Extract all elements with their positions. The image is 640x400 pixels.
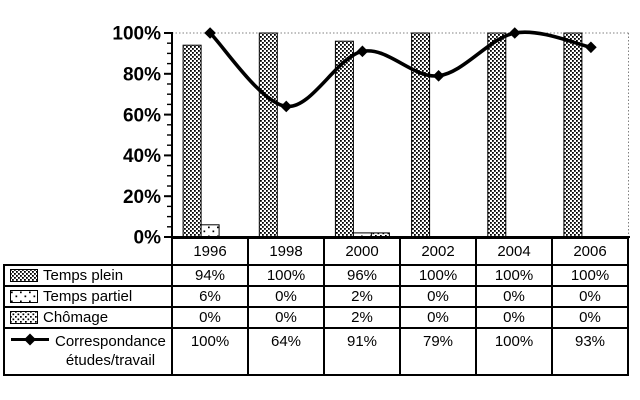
diamond-marker-1996 [204, 27, 216, 39]
y-axis-labels: 0% 20% 40% 60% 80% 100% [112, 24, 161, 249]
bar-series [182, 32, 583, 238]
legend-label: Correspondance études/travail [55, 333, 166, 369]
diamond-marker-2002 [432, 70, 445, 82]
table-row: Correspondance études/travail 100% 64% 91% 79… [3, 327, 629, 376]
legend-swatch-dense-dots-icon [10, 269, 38, 282]
data-table: 1996 1998 2000 2002 2004 2006 Temps plein 94% 10… [3, 237, 629, 376]
y-axis [164, 32, 630, 238]
value-cell: 0% [551, 285, 629, 308]
value-cell: 0% [399, 285, 477, 308]
value-cell: 93% [551, 327, 629, 376]
value-cell: 100% [551, 264, 629, 287]
y-axis-label: 100% [112, 24, 161, 45]
legend-entry: Correspondance études/travail [6, 330, 170, 371]
diamond-marker-2006 [585, 41, 597, 54]
year-header-cell: 2006 [551, 237, 629, 266]
value-cell: 0% [247, 306, 325, 329]
value-cell: 94% [171, 264, 249, 287]
value-cell: 100% [247, 264, 325, 287]
gridlines [172, 32, 629, 237]
legend-swatch-sparse-dots-icon [10, 290, 38, 303]
table-row: Chômage 0% 0% 2% 0% 0% 0% [3, 306, 629, 329]
diamond-marker-2004 [508, 27, 521, 39]
legend-pattern-rect [10, 269, 38, 282]
legend-label: Chômage [43, 309, 109, 326]
table-header-row: 1996 1998 2000 2002 2004 2006 [4, 237, 629, 266]
legend-swatch-medium-dots-icon [10, 311, 38, 324]
legend-pattern-rect [10, 311, 38, 324]
bar-dense-dots-2002 [411, 32, 431, 238]
value-cell: 100% [475, 264, 553, 287]
year-header-cell: 2000 [323, 237, 401, 266]
value-cell: 96% [323, 264, 401, 287]
legend-entry: Temps partiel [6, 288, 170, 305]
y-axis-label: 80% [123, 64, 161, 85]
legend-label: Temps plein [43, 267, 124, 284]
value-cell: 0% [551, 306, 629, 329]
value-cell: 0% [399, 306, 477, 329]
legend-cell: Temps plein [3, 264, 173, 287]
legend-diamond [24, 333, 36, 346]
bar-dense-dots-1996 [182, 44, 202, 238]
y-axis-label: 60% [123, 105, 161, 126]
y-axis-label: 20% [123, 187, 161, 208]
line-series [204, 27, 597, 113]
value-cell: 2% [323, 306, 401, 329]
value-cell: 0% [247, 285, 325, 308]
bar-dense-dots-2004 [487, 32, 507, 238]
y-axis-label: 0% [134, 228, 162, 249]
bar-dense-dots-2000 [334, 40, 354, 238]
table-row: Temps partiel 6% 0% 2% 0% 0% 0% [3, 285, 629, 308]
value-cell: 64% [247, 327, 325, 376]
table-row: Temps plein 94% 100% 96% 100% 100% 100% [3, 264, 629, 287]
legend-pattern-rect [10, 290, 38, 303]
year-header-cell: 1996 [171, 237, 249, 266]
value-cell: 0% [475, 285, 553, 308]
legend-entry: Temps plein [6, 267, 170, 284]
value-cell: 91% [323, 327, 401, 376]
bar-dense-dots-1998 [258, 32, 278, 238]
value-cell: 6% [171, 285, 249, 308]
legend-label: Temps partiel [43, 288, 133, 305]
diamond-marker-2000 [356, 45, 369, 58]
legend-swatch-line-diamond-icon [11, 333, 49, 346]
value-cell: 0% [171, 306, 249, 329]
value-cell: 79% [399, 327, 477, 376]
year-header-cell: 2002 [399, 237, 477, 266]
value-cell: 100% [475, 327, 553, 376]
value-cell: 100% [399, 264, 477, 287]
bar-sparse-dots-1996 [200, 224, 220, 238]
legend-cell: Correspondance études/travail [3, 327, 173, 376]
year-header-cell: 2004 [475, 237, 553, 266]
year-header-cell: 1998 [247, 237, 325, 266]
value-cell: 0% [475, 306, 553, 329]
blank-corner-cell [4, 238, 172, 265]
y-axis-label: 40% [123, 146, 161, 167]
x-axis-line [171, 236, 630, 238]
bar-dense-dots-2006 [563, 32, 583, 238]
legend-cell: Chômage [3, 306, 173, 329]
legend-cell: Temps partiel [3, 285, 173, 308]
value-cell: 100% [171, 327, 249, 376]
diamond-marker-1998 [280, 100, 293, 113]
value-cell: 2% [323, 285, 401, 308]
legend-entry: Chômage [6, 309, 170, 326]
